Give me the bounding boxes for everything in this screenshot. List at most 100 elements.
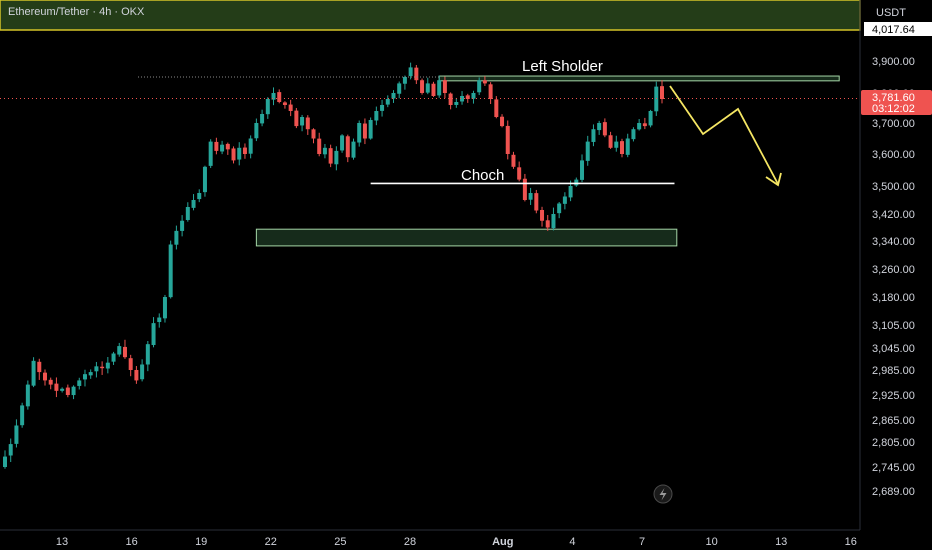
candle-body	[334, 150, 339, 165]
candle-body	[551, 214, 556, 229]
candle-body	[20, 405, 25, 426]
time-axis[interactable]: 13 16 19 22 25 28 Aug 4 7 10 13 16	[0, 529, 860, 548]
candle-body	[614, 141, 619, 148]
candle-body	[391, 93, 396, 99]
candle-body	[465, 95, 470, 99]
candle-body	[345, 136, 350, 158]
candle-body	[380, 105, 385, 111]
candle-body	[214, 141, 219, 151]
candle-body	[242, 147, 247, 154]
countdown-timer: 03:12:02	[872, 103, 915, 115]
y-tick-label: 3,500.00	[872, 181, 915, 193]
candle-body	[231, 148, 236, 161]
y-tick-label: 3,600.00	[872, 149, 915, 161]
candle-body	[254, 123, 259, 139]
x-tick-label: 16	[125, 536, 137, 548]
x-tick-label: 25	[334, 536, 346, 548]
candle-body	[494, 99, 499, 117]
x-tick-label: 13	[56, 536, 68, 548]
candle-body	[402, 77, 407, 84]
candle-body	[557, 203, 562, 214]
candle-body	[448, 93, 453, 105]
y-tick-label: 3,260.00	[872, 264, 915, 276]
candle-body	[648, 111, 653, 126]
candle-body	[65, 387, 70, 395]
lines-layer	[0, 76, 860, 185]
x-tick-label: 13	[775, 536, 787, 548]
left-shoulder-label: Left Sholder	[522, 58, 603, 75]
y-tick-label: 2,689.00	[872, 486, 915, 498]
candle-body	[340, 135, 345, 151]
candle-body	[397, 83, 402, 94]
candle-body	[637, 123, 642, 130]
candle-body	[505, 125, 510, 154]
candle-body	[305, 117, 310, 130]
candle-body	[260, 114, 265, 124]
candle-body	[585, 141, 590, 161]
left-shoulder-zone	[438, 75, 840, 82]
candle-body	[328, 148, 333, 164]
candle-body	[420, 80, 425, 93]
candle-body	[351, 141, 356, 158]
candle-body	[408, 67, 413, 77]
candle-body	[140, 364, 145, 380]
x-tick-label: 4	[569, 536, 575, 548]
candle-body	[277, 92, 282, 102]
candle-body	[517, 167, 522, 180]
choch-label: Choch	[461, 167, 504, 184]
candle-body	[282, 102, 287, 105]
y-tick-label: 3,180.00	[872, 292, 915, 304]
lightning-icon[interactable]	[653, 484, 673, 504]
candle-body	[442, 80, 447, 93]
candle-body	[42, 372, 47, 381]
candle-body	[220, 144, 225, 152]
x-tick-label: 16	[845, 536, 857, 548]
chart-title: Ethereum/Tether · 4h · OKX	[8, 6, 145, 18]
candle-body	[37, 361, 42, 373]
candle-body	[511, 154, 516, 167]
candle-body	[197, 193, 202, 200]
candle-body	[288, 104, 293, 111]
candle-body	[471, 93, 476, 99]
x-tick-label: 22	[265, 536, 277, 548]
candle-body	[562, 196, 567, 204]
candle-body	[477, 80, 482, 93]
y-tick-label: 3,105.00	[872, 320, 915, 332]
x-tick-label: 19	[195, 536, 207, 548]
candle-body	[317, 138, 322, 154]
candle-body	[660, 86, 664, 99]
top-price-tag	[864, 22, 932, 36]
price-axis[interactable]: USDT 4,017.64 3,900.003,800.003,700.003,…	[859, 0, 932, 530]
candle-body	[568, 186, 573, 198]
candle-body	[437, 80, 442, 96]
candle-body	[14, 425, 19, 444]
candle-body	[528, 193, 533, 200]
candle-body	[602, 122, 607, 136]
candle-body	[94, 366, 99, 372]
candles-layer	[3, 62, 664, 469]
candle-body	[300, 117, 305, 126]
candle-body	[157, 317, 162, 323]
y-tick-label: 3,045.00	[872, 343, 915, 355]
x-tick-label: 10	[705, 536, 717, 548]
candle-body	[431, 83, 436, 96]
candle-body	[620, 141, 625, 154]
candle-body	[454, 102, 459, 105]
candle-body	[191, 200, 196, 208]
candle-body	[271, 93, 276, 100]
candle-body	[362, 123, 367, 139]
candle-body	[357, 123, 362, 143]
candle-body	[225, 143, 230, 150]
y-tick-label: 3,900.00	[872, 56, 915, 68]
candle-body	[185, 207, 190, 220]
candle-body	[311, 129, 316, 139]
candle-body	[425, 83, 430, 93]
candle-body	[294, 110, 299, 127]
candle-body	[368, 120, 373, 139]
y-tick-label: 2,805.00	[872, 437, 915, 449]
candle-body	[500, 116, 505, 127]
candle-body	[168, 244, 173, 298]
projection-arrowhead-icon	[765, 172, 782, 187]
candle-body	[162, 297, 167, 319]
